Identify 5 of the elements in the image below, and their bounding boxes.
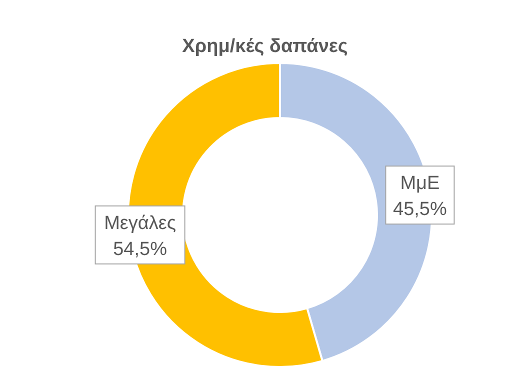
chart-title: Χρημ/κές δαπάνες xyxy=(181,36,349,58)
data-label: 54,5% xyxy=(113,238,168,260)
slice-label: Μεγάλες xyxy=(104,212,176,234)
data-label: 45,5% xyxy=(393,199,447,220)
slice-label: ΜμΕ xyxy=(400,173,440,194)
